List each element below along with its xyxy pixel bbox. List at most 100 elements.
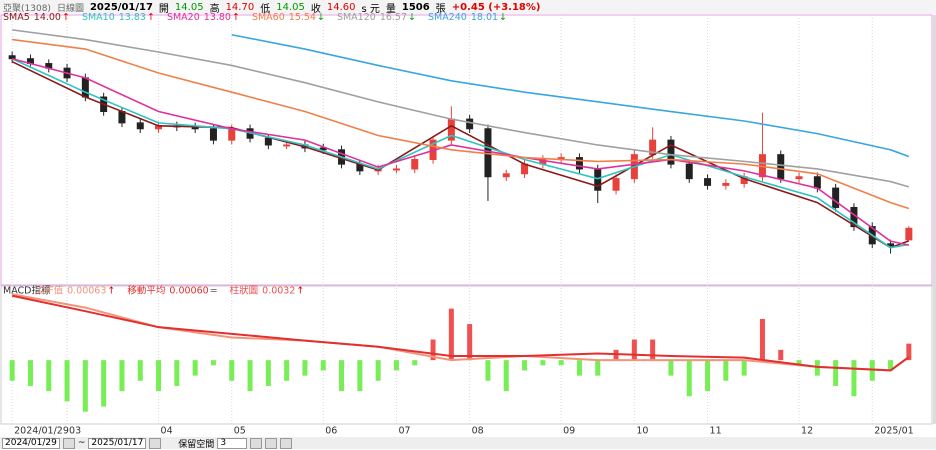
legend-value: 13.80 [204,12,231,23]
indicator-line [11,57,910,246]
indicator-line [12,38,910,210]
histogram-bar [833,360,839,386]
candle-body [466,118,474,130]
histogram-bar [192,360,198,376]
date: 2025/01/17 [89,1,153,13]
volume: 1506 [401,1,430,13]
legend-value: 18.01 [471,12,498,23]
histogram-bar [485,360,491,381]
histogram-bar [210,360,216,366]
legend-trend: ↑ [107,286,115,297]
histogram-bar [137,360,143,381]
volume-label: 量 [385,3,396,15]
histogram-bar [101,360,107,407]
x-tick-label: 2025/01 [874,426,913,437]
histogram-bar [119,360,125,392]
stock-name: 亞聚(1308) [3,3,51,14]
legend-value: 0.00063 [67,286,106,297]
indicator-line [11,60,910,249]
histogram-bar [320,360,326,371]
histogram-bar [393,360,399,371]
histogram-bar [430,339,436,361]
unit: s 元 [361,3,380,15]
histogram-bar [82,360,88,412]
legend-trend: ↑ [147,12,155,23]
legend-value: 16.57 [380,12,407,23]
candle-body [795,176,803,180]
volume-unit: 張 [435,3,446,15]
histogram-bar [467,324,473,361]
histogram-bar [503,360,509,392]
x-tick-label: 06 [325,426,337,437]
legend-name: SMA240 [428,12,467,23]
indicator-line [11,294,910,372]
histogram-bar [9,360,15,381]
end-date-input[interactable]: 2025/01/17 [88,437,147,449]
candle-body [777,154,785,180]
histogram-bar [375,360,381,381]
histogram-bar [668,360,674,376]
histogram-bar [796,360,802,366]
x-tick-label: 05 [234,426,246,437]
legend-item: SMA60 15.54 ↓ [252,12,325,23]
legend-name: DIF值 [38,285,64,297]
legend-item: DIF值 0.00063 ↑ [38,285,115,297]
legend-trend: ↑ [232,12,240,23]
histogram-bar [302,360,308,376]
settings-button[interactable] [280,437,293,449]
legend-trend: ↑ [62,12,70,23]
indicator-line [12,29,910,188]
legend-trend: ↓ [408,12,416,23]
zoom-out-button[interactable] [265,437,278,449]
candle-body [81,77,89,98]
candle-body [575,157,583,170]
start-date-button[interactable] [62,437,75,449]
footer: 2024/01/29 ~ 2025/01/17 保留空間 3 [0,437,936,450]
chart: 2024/01/29 03 04 05 06 07 08 09 10 11 12 2025/01 SMA… [0,12,936,437]
histogram-bar [27,360,33,386]
x-tick-label: 08 [472,426,484,437]
histogram-bar [759,318,765,361]
zoom-in-button[interactable] [250,437,263,449]
legend-item: 柱狀圖 0.0032 ↑ [230,285,305,297]
histogram-bar [631,339,637,361]
candle-body [392,168,400,171]
histogram-bar [741,360,747,376]
candle-body [209,128,217,141]
histogram-bar [64,360,70,402]
end-date-button[interactable] [149,437,162,449]
legend-value: 14.00 [34,12,61,23]
start-date-input[interactable]: 2024/01/29 [2,437,60,449]
candle-body [813,176,821,189]
candle-body [905,227,913,241]
legend-value: 0.00060 [169,286,208,297]
legend-value: 15.54 [289,12,316,23]
histogram-bar [522,360,528,371]
candle-body [8,55,16,60]
legend-name: SMA20 [167,12,200,23]
candle-body [685,163,693,180]
legend-value: 13.83 [119,12,146,23]
legend-name: SMA10 [82,12,115,23]
x-tick-label: 07 [398,426,410,437]
histogram-bar [778,349,784,361]
price-panel-frame [0,14,933,286]
candle-body [704,178,712,186]
reserve-input[interactable]: 3 [217,437,248,449]
candle-body [612,178,620,191]
scrollbar [933,15,936,424]
reserve-label: 保留空間 [178,439,215,450]
candle-body [264,137,272,146]
x-tick-label: 10 [636,426,648,437]
histogram-bar [814,360,820,376]
x-tick-label: 12 [801,426,813,437]
change: +0.45 (+3.18%) [451,1,541,13]
histogram-bar [174,360,180,386]
candle-body [411,158,419,170]
x-tick-label: 11 [710,426,722,437]
legend-name: SMA5 [3,12,30,23]
legend-name: 移動平均 [127,285,165,297]
histogram-bar [686,360,692,397]
histogram-bar [284,360,290,381]
